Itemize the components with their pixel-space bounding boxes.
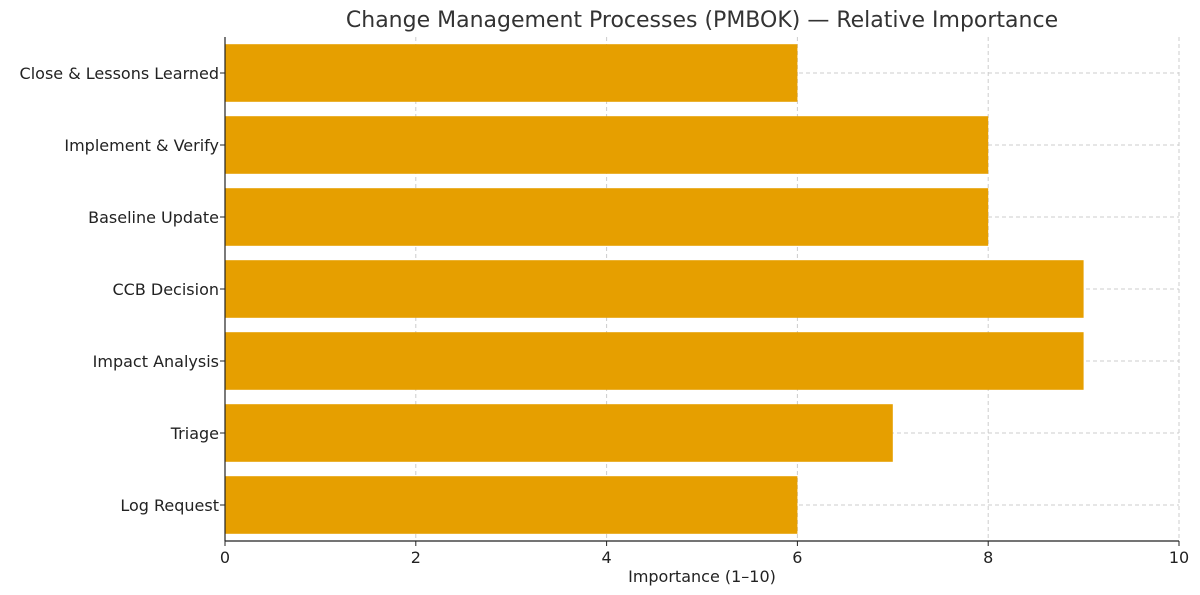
y-tick-label: Close & Lessons Learned	[20, 64, 219, 83]
x-tick-label: 8	[983, 548, 993, 567]
bar	[225, 260, 1084, 318]
y-tick-label: Implement & Verify	[64, 136, 219, 155]
bars	[225, 44, 1084, 534]
y-tick-label: Triage	[170, 424, 219, 443]
bar	[225, 332, 1084, 390]
bar	[225, 476, 798, 534]
y-tick-label: CCB Decision	[112, 280, 219, 299]
bar	[225, 44, 798, 102]
bar	[225, 404, 893, 462]
chart-title: Change Management Processes (PMBOK) — Re…	[346, 8, 1058, 33]
x-axis-label: Importance (1–10)	[628, 567, 776, 586]
bar	[225, 188, 989, 246]
y-tick-label: Baseline Update	[88, 208, 219, 227]
x-tick-label: 10	[1169, 548, 1189, 567]
axes	[220, 37, 1180, 546]
x-tick-label: 4	[602, 548, 612, 567]
y-tick-labels: Log Request Triage Impact Analysis CCB Deci…	[20, 64, 219, 515]
x-tick-label: 2	[411, 548, 421, 567]
y-tick-label: Log Request	[120, 496, 219, 515]
x-tick-label: 6	[792, 548, 802, 567]
bar	[225, 116, 989, 174]
x-tick-labels: 0 2 4 6 8 10	[220, 548, 1189, 567]
y-tick-label: Impact Analysis	[93, 352, 219, 371]
x-tick-label: 0	[220, 548, 230, 567]
